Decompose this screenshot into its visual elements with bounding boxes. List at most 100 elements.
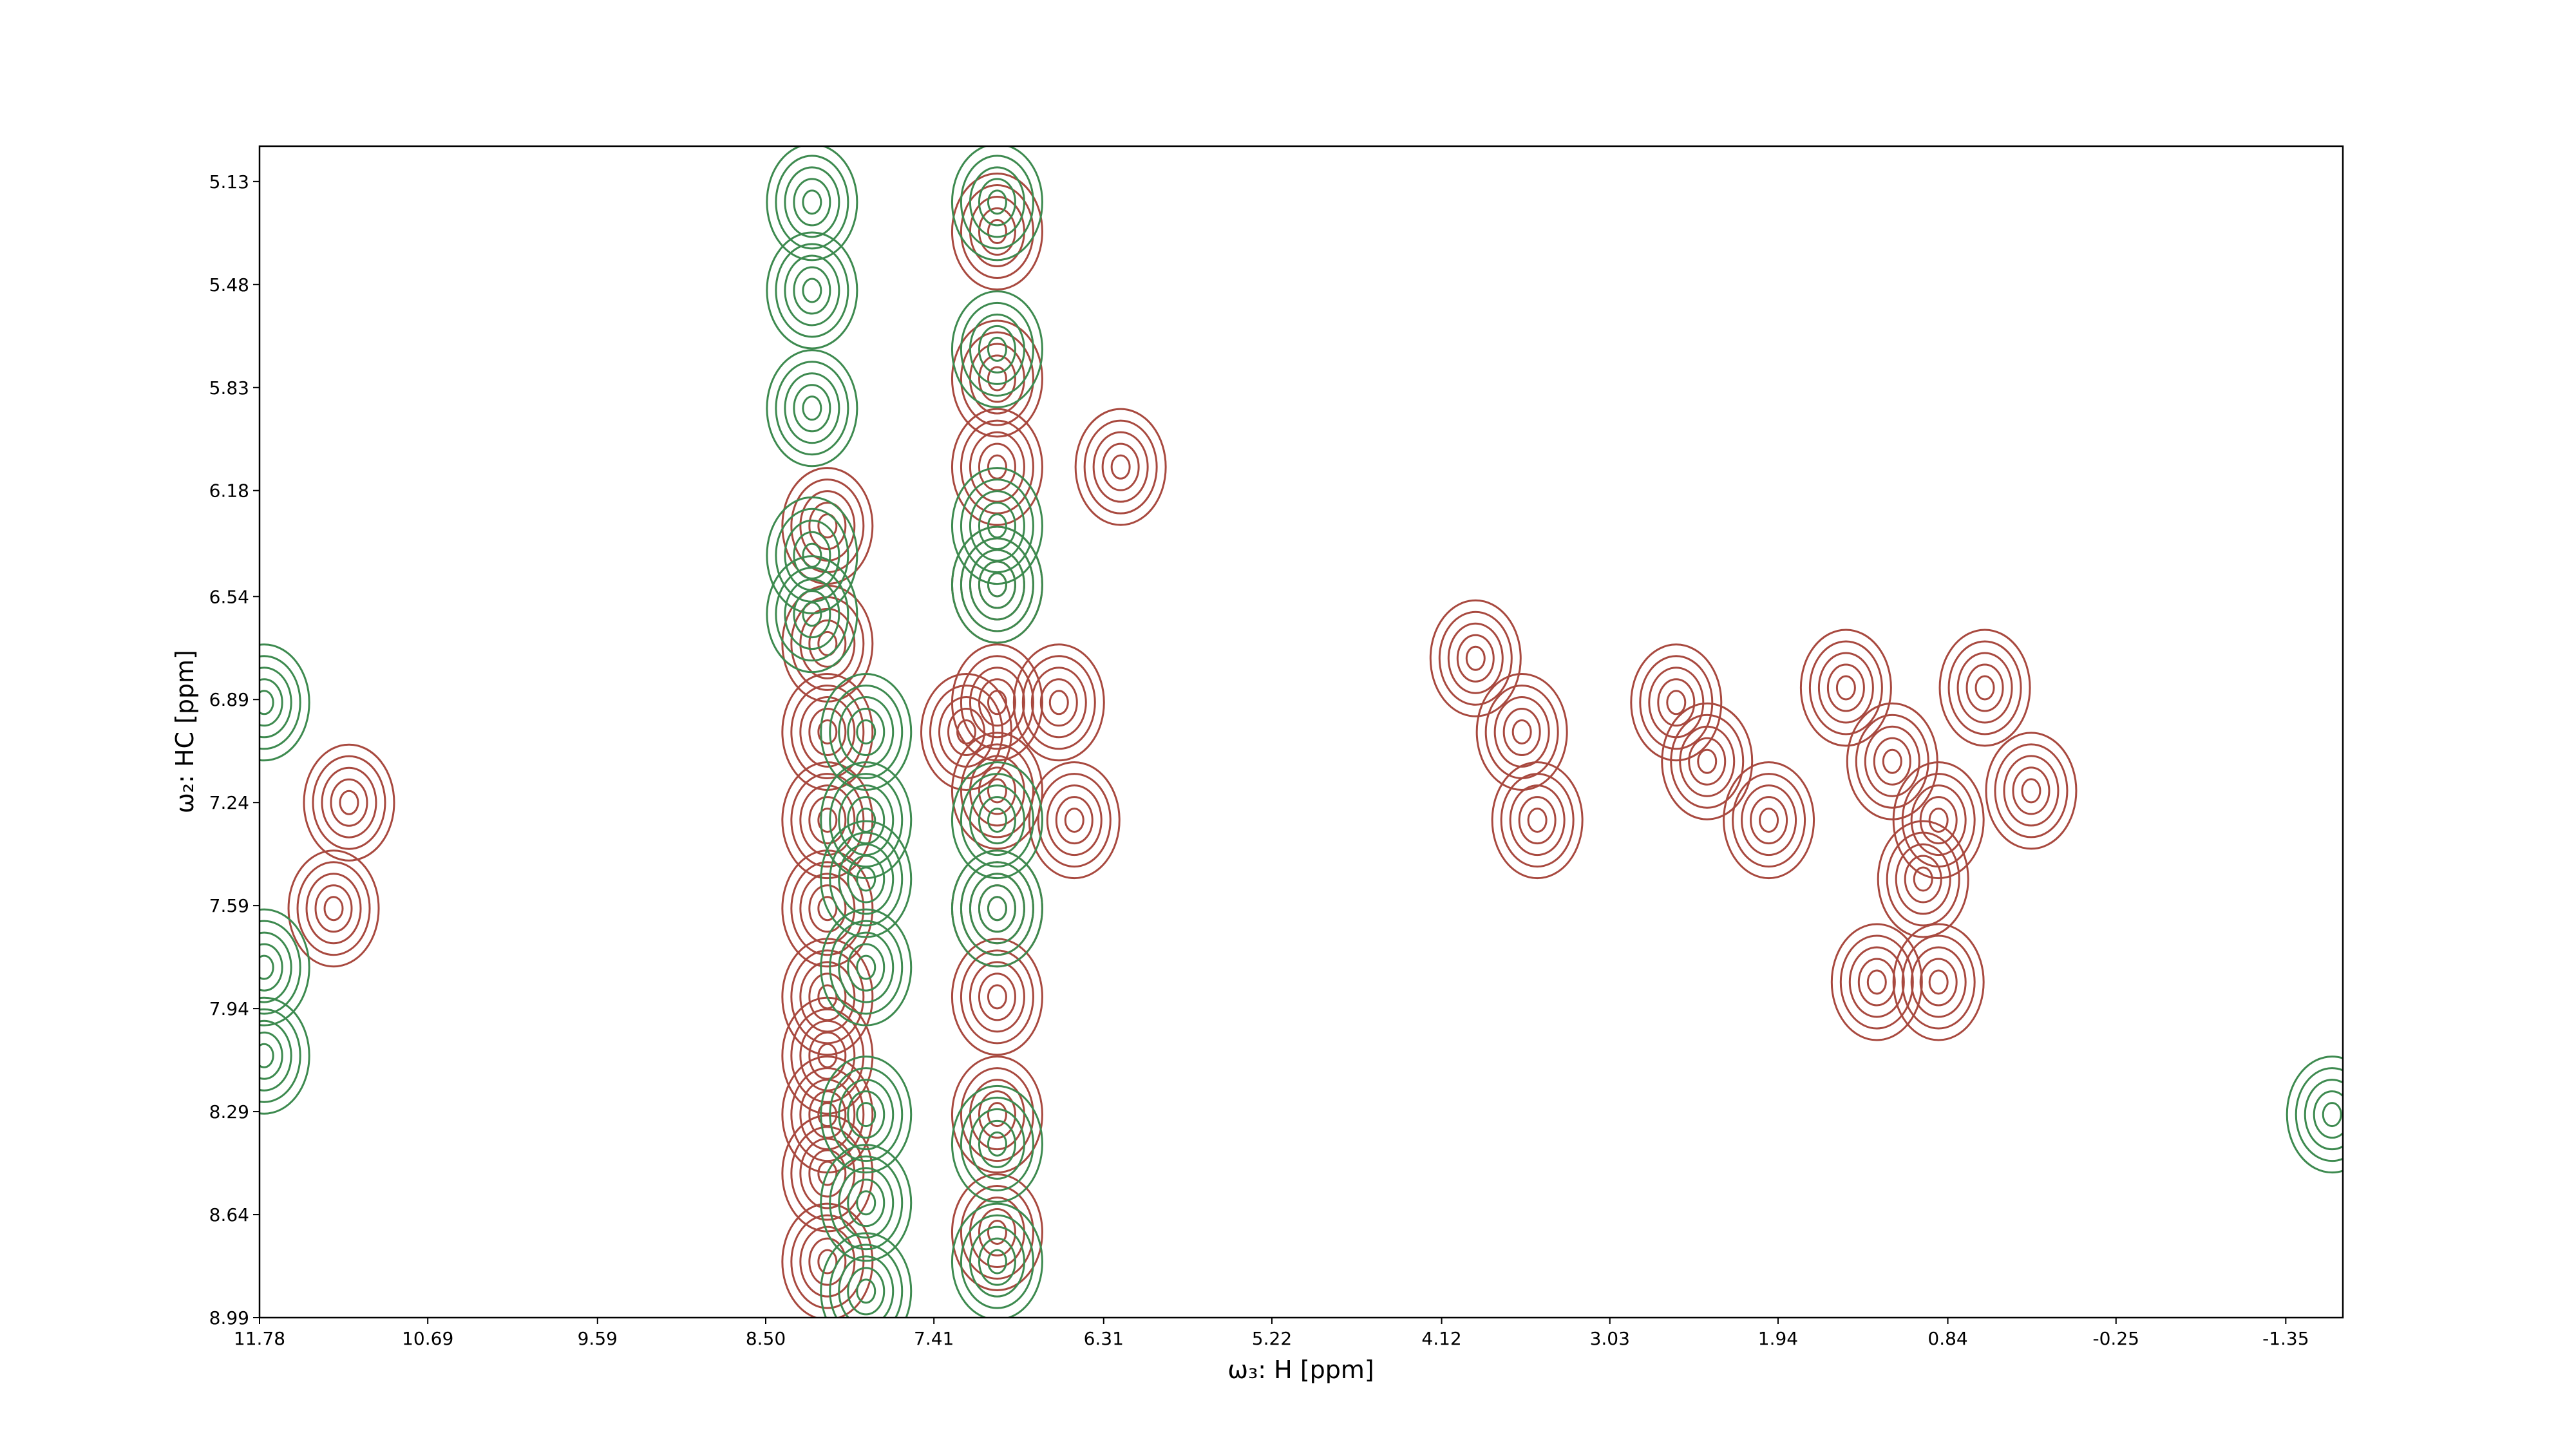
contour-level: [1630, 643, 1723, 762]
contour-level: [303, 743, 395, 862]
contour-level: [1919, 958, 1958, 1007]
contour-level: [784, 166, 840, 238]
contour-level: [978, 678, 1016, 727]
contour-level: [775, 361, 849, 456]
contour-level: [2295, 1067, 2343, 1162]
contour-level: [978, 1119, 1016, 1168]
plot-frame: [258, 145, 2344, 1319]
contour-level: [987, 690, 1007, 715]
contour-level: [951, 732, 1043, 850]
contour-level: [1892, 761, 1985, 880]
contour-level: [808, 1237, 847, 1286]
contour-level: [808, 708, 847, 756]
contour-level: [951, 761, 1043, 880]
contour-level: [1835, 675, 1856, 701]
contour-level: [260, 655, 301, 750]
contour-level: [987, 1131, 1007, 1157]
contour-level: [790, 685, 865, 779]
contour-level: [856, 1102, 876, 1128]
contour-level: [1904, 855, 1942, 904]
contour-level: [784, 372, 840, 444]
contour-level: [1083, 419, 1158, 515]
contour-level: [790, 1214, 865, 1309]
contour-level: [978, 972, 1016, 1021]
contour-level: [920, 673, 1013, 791]
contour-level: [856, 866, 876, 892]
contour-level: [987, 1219, 1007, 1245]
contour-level: [847, 708, 886, 756]
contour-level: [799, 784, 856, 857]
contour-level: [1509, 784, 1566, 857]
contour-level: [1030, 667, 1087, 739]
contour-level: [951, 849, 1043, 968]
y-tick-label: 7.94: [209, 998, 249, 1019]
contour-level: [1910, 784, 1967, 857]
contour-level: [1661, 702, 1754, 820]
contour-level: [960, 1067, 1034, 1162]
contour-level: [1732, 773, 1806, 868]
contour-level: [260, 690, 274, 715]
contour-level: [1750, 796, 1788, 845]
contour-level: [987, 336, 1007, 362]
contour-level: [1928, 969, 1949, 995]
contour-level: [1475, 673, 1568, 791]
contour-level: [969, 166, 1025, 238]
contour-level: [951, 173, 1043, 291]
y-tick-label: 7.59: [209, 895, 249, 916]
contour-level: [960, 861, 1034, 956]
contour-level: [987, 984, 1007, 1010]
contour-level: [951, 290, 1043, 408]
contour-level: [829, 920, 904, 1015]
contour-level: [838, 1167, 895, 1239]
x-tick-label: 0.84: [1927, 1328, 1967, 1349]
contour-level: [802, 278, 822, 303]
contour-level: [766, 496, 858, 614]
contour-level: [790, 1126, 865, 1221]
contour-level: [260, 943, 283, 992]
contour-level: [817, 1249, 838, 1274]
contour-level: [2322, 1102, 2342, 1128]
contour-level: [1938, 629, 2031, 747]
contour-level: [775, 155, 849, 250]
contour-level: [808, 502, 847, 551]
contour-level: [790, 773, 865, 868]
contour-level: [987, 1249, 1007, 1274]
contour-level: [987, 572, 1007, 598]
x-tick-label: -0.25: [2093, 1328, 2139, 1349]
contour-level: [766, 146, 858, 261]
contour-level: [2021, 778, 2041, 804]
contour-level: [260, 920, 301, 1015]
contour-level: [951, 467, 1043, 585]
contour-level: [1826, 663, 1865, 712]
contour-level: [799, 696, 856, 768]
contour-level: [1502, 708, 1541, 756]
contour-level: [929, 685, 1004, 779]
contour-level: [856, 1190, 876, 1216]
contour-level: [1928, 808, 1949, 833]
contour-level: [856, 1278, 876, 1304]
contour-level: [802, 189, 822, 215]
contour-level: [1857, 958, 1896, 1007]
contour-level: [1527, 808, 1548, 833]
contour-level: [1092, 431, 1149, 503]
contour-level: [1901, 934, 1976, 1030]
y-tick-label: 5.48: [209, 274, 249, 296]
contour-level: [260, 908, 310, 1027]
contour-level: [978, 560, 1016, 609]
x-tick-label: 10.69: [402, 1328, 453, 1349]
contour-level: [287, 849, 380, 968]
contour-level: [960, 537, 1034, 632]
contour-level: [1864, 725, 1920, 797]
contour-level: [856, 954, 876, 980]
contour-level: [1048, 690, 1069, 715]
contour-level: [1697, 748, 1718, 774]
contour-level: [260, 667, 292, 739]
contour-level: [781, 673, 874, 791]
contour-level: [817, 1160, 838, 1186]
contour-level: [978, 796, 1016, 845]
contour-level: [330, 778, 368, 827]
contour-level: [766, 349, 858, 468]
contour-level: [775, 567, 849, 662]
contour-level: [1913, 866, 1933, 892]
